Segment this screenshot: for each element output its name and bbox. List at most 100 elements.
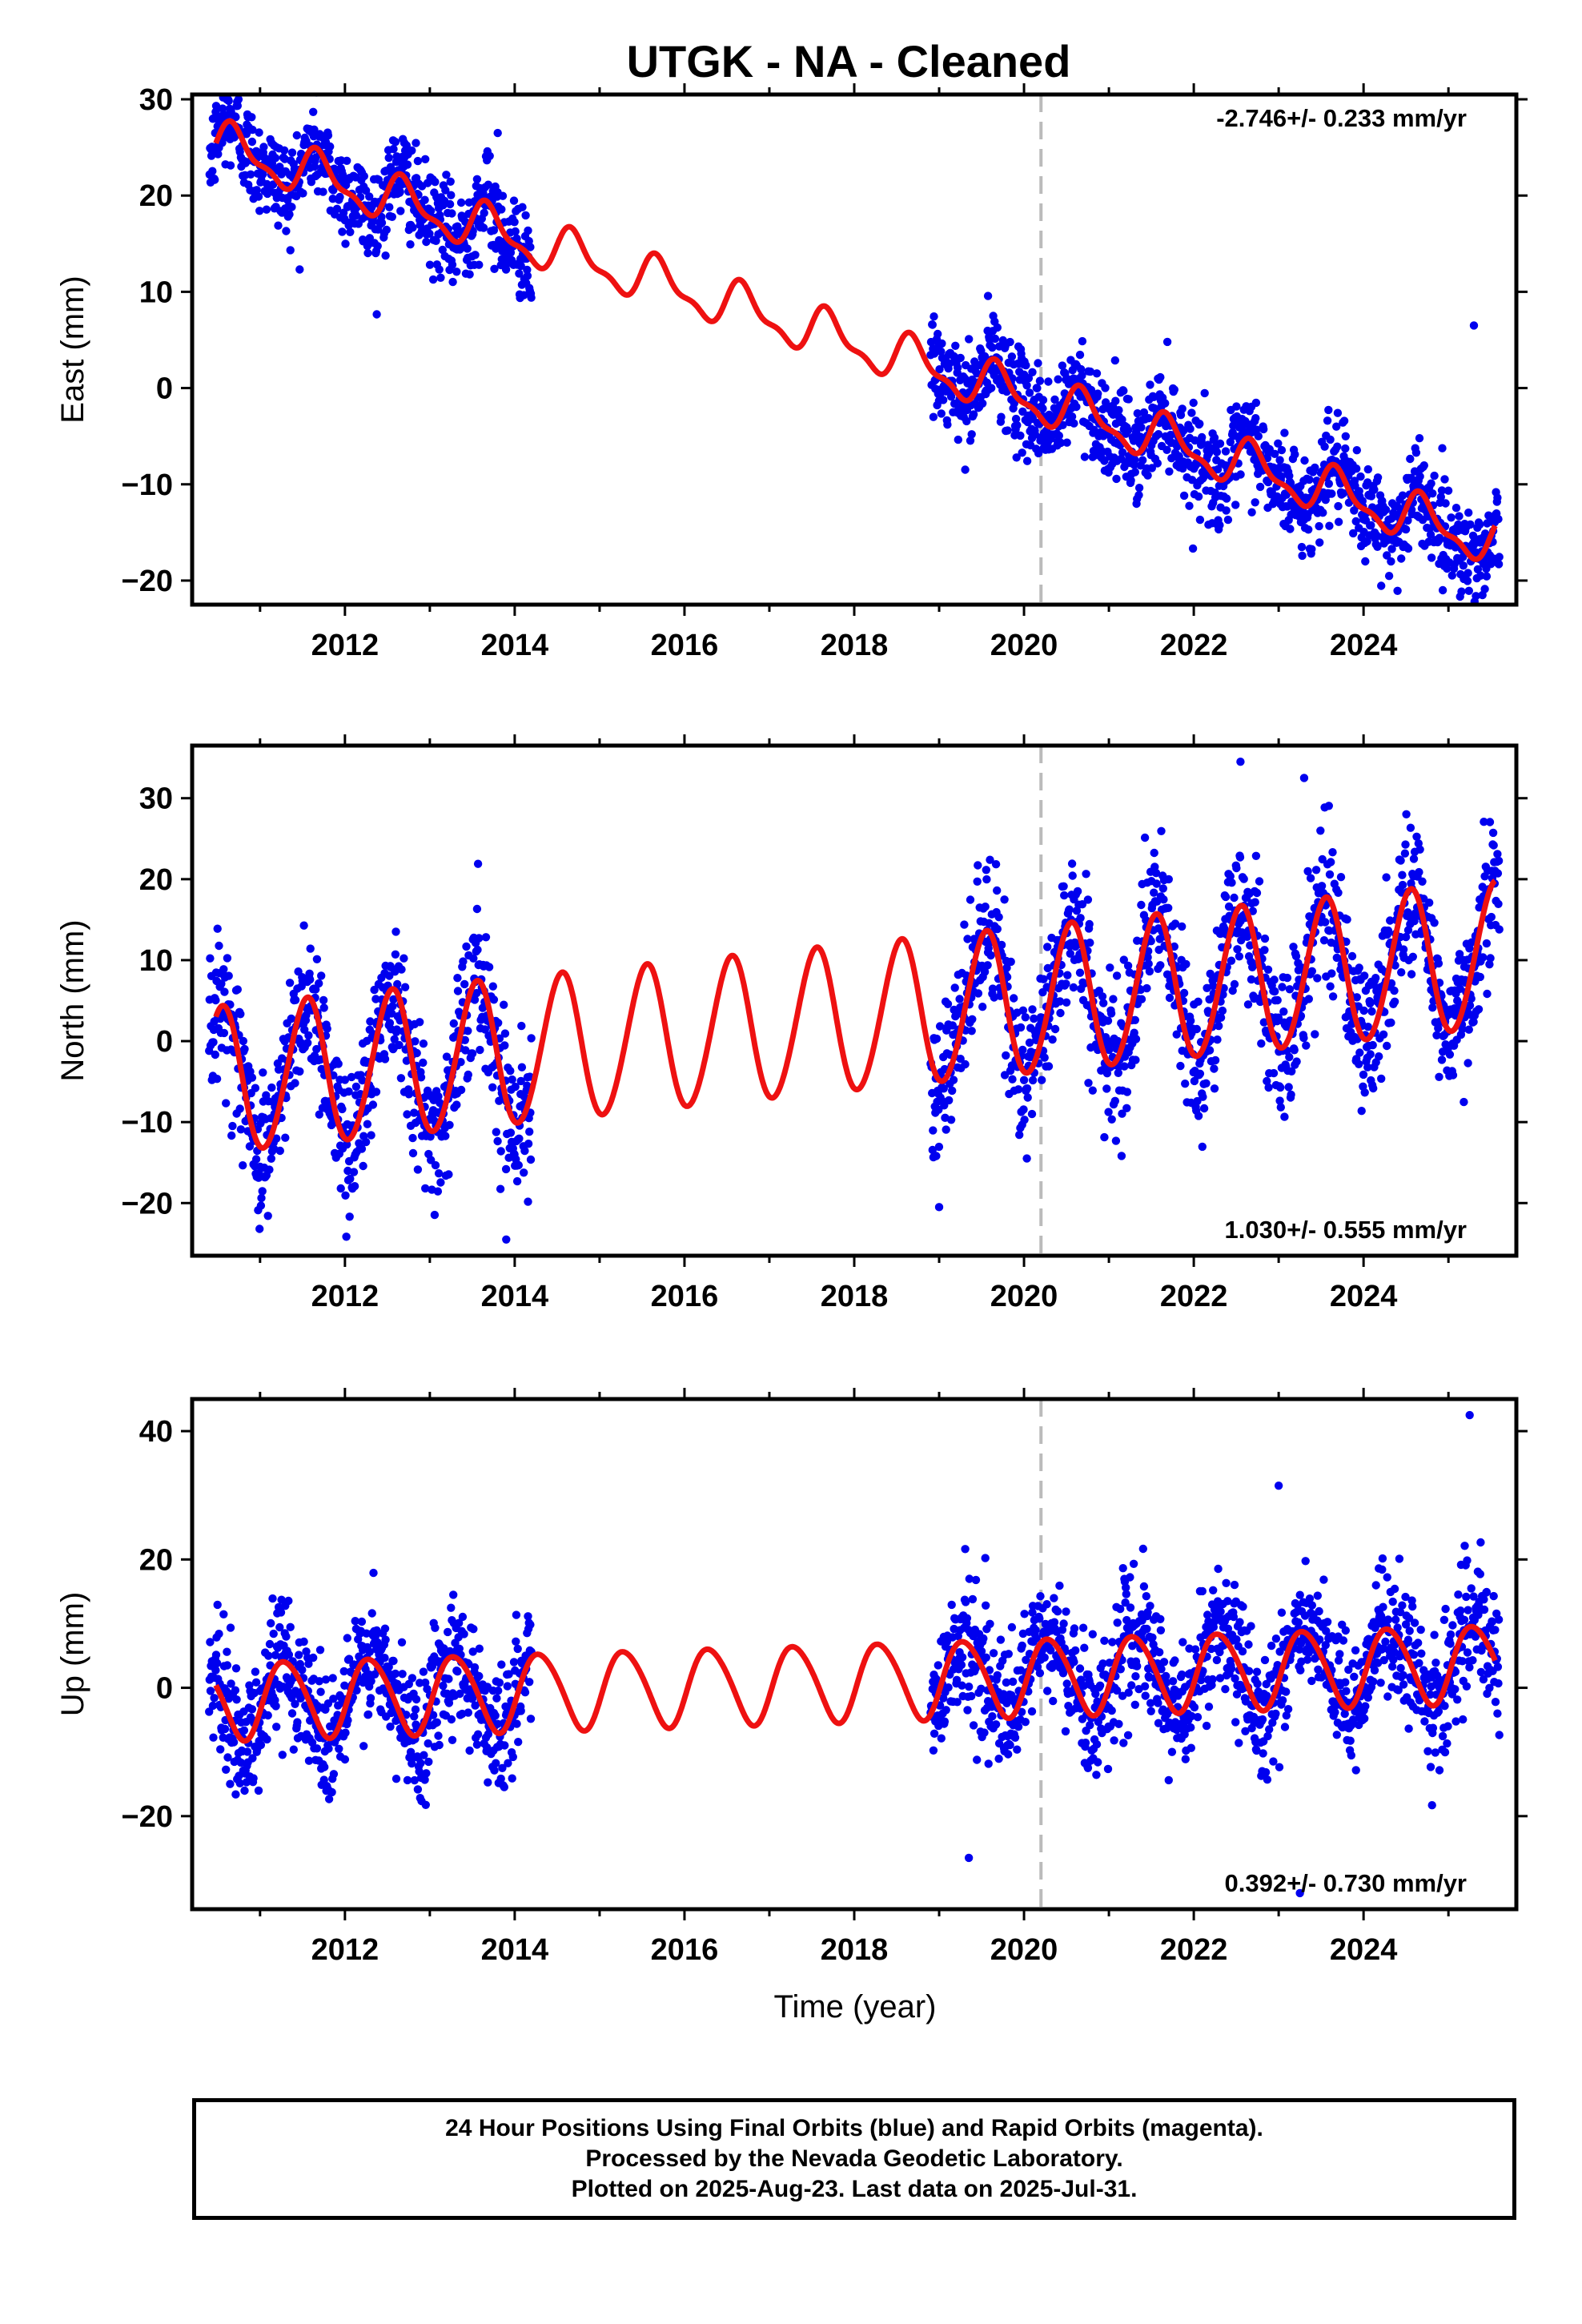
data-point — [512, 1176, 522, 1186]
data-point — [338, 227, 347, 236]
data-point — [1400, 849, 1410, 858]
data-point — [442, 1052, 452, 1061]
data-point — [1247, 975, 1256, 984]
data-point — [1313, 974, 1322, 983]
data-point — [442, 171, 451, 179]
data-point — [211, 175, 219, 184]
data-point — [1122, 1088, 1132, 1096]
data-point — [1387, 557, 1395, 566]
data-point — [506, 1128, 516, 1137]
data-point — [1016, 1666, 1026, 1675]
data-point — [1111, 396, 1120, 405]
data-point — [419, 1667, 428, 1676]
data-point — [1363, 1063, 1372, 1072]
data-point — [1319, 936, 1329, 945]
data-point — [1375, 1052, 1383, 1061]
data-point — [1019, 1105, 1028, 1114]
data-point — [247, 137, 257, 147]
data-point — [929, 1126, 938, 1135]
data-point — [291, 1079, 299, 1088]
data-point — [323, 1024, 331, 1033]
data-point — [1215, 1021, 1223, 1031]
data-point — [458, 1612, 468, 1622]
data-point — [352, 1686, 361, 1695]
data-point — [1143, 471, 1152, 480]
data-point — [929, 1746, 938, 1755]
data-point — [1257, 1039, 1266, 1048]
data-point — [1493, 869, 1503, 878]
data-point — [289, 1745, 298, 1754]
data-point — [274, 221, 283, 230]
data-point — [446, 177, 455, 186]
data-point — [967, 1691, 976, 1701]
data-point — [988, 343, 997, 352]
data-point — [1285, 985, 1295, 994]
data-point — [436, 1178, 445, 1187]
data-point — [312, 955, 322, 964]
data-point — [291, 1699, 299, 1708]
data-point — [344, 1655, 354, 1663]
data-point — [961, 465, 970, 474]
data-point — [336, 1184, 345, 1193]
data-point — [1440, 475, 1449, 484]
data-point — [1059, 1619, 1068, 1628]
data-point — [391, 927, 400, 936]
data-point — [1325, 521, 1334, 530]
data-point — [248, 125, 257, 135]
data-point — [341, 1728, 350, 1737]
data-point — [1466, 520, 1475, 529]
data-point — [497, 205, 506, 214]
data-point — [291, 995, 300, 1005]
data-point — [431, 1623, 440, 1633]
data-point — [1432, 1031, 1441, 1040]
data-point — [1023, 1093, 1032, 1102]
data-point — [1031, 1626, 1040, 1634]
data-point — [517, 1063, 527, 1072]
data-point — [235, 1779, 244, 1787]
data-point — [1000, 895, 1009, 904]
data-point — [1379, 1030, 1388, 1039]
data-point — [1050, 1618, 1059, 1626]
data-point — [1085, 919, 1094, 929]
data-point — [421, 1184, 430, 1193]
data-point — [312, 1744, 322, 1753]
data-point — [1118, 448, 1127, 457]
data-point — [208, 1701, 218, 1711]
data-point — [979, 1634, 988, 1643]
data-point — [1464, 509, 1473, 517]
data-point — [421, 1800, 430, 1809]
data-point — [1210, 1084, 1219, 1093]
data-point — [939, 1084, 949, 1093]
data-point — [416, 1073, 426, 1082]
data-point — [1004, 1750, 1013, 1759]
data-point — [1438, 585, 1447, 595]
data-point — [516, 261, 525, 271]
data-point — [1109, 995, 1118, 1003]
data-point — [1165, 467, 1174, 476]
data-point — [1165, 993, 1174, 1003]
data-point — [493, 1136, 502, 1146]
data-point — [963, 1706, 972, 1715]
data-point — [955, 995, 964, 1003]
data-point — [935, 365, 944, 374]
data-point — [1304, 995, 1314, 1003]
data-point — [500, 1029, 510, 1038]
data-point — [459, 957, 468, 966]
data-point — [958, 1653, 967, 1662]
data-point — [343, 1634, 351, 1642]
data-point — [1271, 987, 1279, 996]
data-point — [1020, 1116, 1029, 1124]
data-point — [1056, 438, 1066, 448]
data-point — [339, 1667, 348, 1676]
data-point — [346, 1174, 355, 1184]
data-point — [527, 293, 536, 302]
data-point — [315, 1677, 323, 1686]
data-point — [1176, 1061, 1185, 1071]
data-point — [990, 334, 1000, 344]
data-point — [1390, 997, 1399, 1007]
data-point — [1448, 1071, 1458, 1080]
data-point — [1033, 1663, 1042, 1671]
data-point — [402, 141, 412, 150]
data-point — [1430, 471, 1439, 480]
